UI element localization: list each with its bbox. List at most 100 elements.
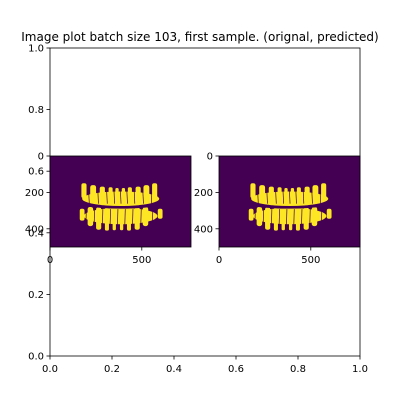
- lower-tooth: [104, 207, 109, 231]
- predicted-image-frame: [218, 155, 361, 248]
- lower-tooth: [87, 206, 94, 227]
- lower-tooth-gap: [262, 209, 264, 228]
- x-tick-label: 0.8: [290, 364, 306, 375]
- lower-tooth-gap: [151, 209, 154, 228]
- y-tick-label: 0.6: [28, 167, 44, 178]
- chart-title: Image plot batch size 103, first sample.…: [21, 30, 378, 44]
- image-y-tick-label: 200: [25, 188, 44, 199]
- lower-tooth: [157, 208, 163, 219]
- upper-tooth: [259, 185, 266, 203]
- image-y-tick-label: 0: [38, 152, 44, 163]
- lower-tooth-gap: [132, 209, 134, 228]
- lower-tooth: [273, 207, 278, 231]
- lower-tooth: [326, 208, 332, 219]
- predicted-image-panel: 0 500 0 200 400: [194, 152, 361, 267]
- lower-tooth-gap: [93, 209, 95, 228]
- image-x-tick-label: 0: [216, 255, 222, 266]
- y-tick-label: 0.8: [28, 105, 44, 116]
- x-tick-label: 0.4: [166, 364, 182, 375]
- lower-tooth: [112, 208, 116, 231]
- upper-tooth-gap: [106, 188, 108, 204]
- upper-tooth-gap: [282, 188, 284, 204]
- upper-tooth: [268, 186, 274, 206]
- upper-tooth-gap: [257, 188, 259, 204]
- lower-tooth-gap: [320, 209, 323, 228]
- y-tick-label: 0.0: [28, 352, 44, 363]
- lower-tooth: [311, 206, 318, 227]
- occlusal-gap: [250, 204, 330, 209]
- image-y-tick-label: 400: [25, 224, 44, 235]
- original-image-axis-ticks: 0 500 0 200 400: [25, 152, 151, 267]
- lower-tooth-gap: [278, 209, 280, 228]
- lower-tooth-gap: [293, 209, 295, 228]
- y-tick-label: 1.0: [28, 44, 44, 55]
- upper-tooth-gap: [150, 188, 153, 204]
- lower-tooth: [288, 208, 293, 231]
- x-tick-label: 0.0: [42, 364, 58, 375]
- upper-tooth: [277, 187, 282, 205]
- lower-tooth: [265, 207, 271, 230]
- occlusal-gap: [81, 204, 161, 209]
- upper-tooth-gap: [302, 188, 305, 204]
- y-tick-label: 0.2: [28, 290, 44, 301]
- upper-tooth: [127, 187, 132, 205]
- x-tick-label: 0.6: [228, 364, 244, 375]
- lower-tooth: [79, 208, 85, 221]
- image-x-tick-label: 500: [132, 255, 151, 266]
- image-y-tick-label: 400: [194, 224, 213, 235]
- original-image-panel: 0 500 0 200 400: [25, 152, 192, 267]
- lower-tooth-gap: [109, 209, 111, 228]
- upper-tooth-gap: [126, 188, 128, 204]
- upper-tooth-gap: [97, 188, 99, 204]
- upper-tooth-gap: [288, 188, 291, 204]
- lower-tooth-gap: [117, 209, 119, 228]
- lower-tooth: [281, 208, 285, 231]
- upper-tooth-gap: [113, 188, 115, 204]
- image-y-tick-label: 200: [194, 188, 213, 199]
- upper-tooth: [81, 183, 87, 199]
- predicted-teeth-mask: [248, 183, 332, 231]
- predicted-image-axis-ticks: 0 500 0 200 400: [194, 152, 320, 267]
- lower-tooth-gap: [301, 209, 303, 228]
- upper-tooth-gap: [295, 188, 297, 204]
- upper-tooth-gap: [133, 188, 136, 204]
- lower-tooth: [303, 207, 309, 230]
- upper-tooth-gap: [319, 188, 322, 204]
- upper-tooth-gap: [266, 188, 268, 204]
- upper-tooth: [143, 185, 150, 203]
- lower-tooth-gap: [124, 209, 126, 228]
- upper-tooth-gap: [311, 188, 313, 204]
- upper-tooth-gap: [88, 188, 90, 204]
- lower-tooth: [295, 207, 300, 231]
- upper-tooth-gap: [142, 188, 144, 204]
- y-tick-label: 0.4: [28, 228, 44, 239]
- upper-tooth: [121, 188, 126, 204]
- lower-tooth-gap: [140, 209, 142, 228]
- upper-tooth: [284, 188, 288, 204]
- upper-tooth: [99, 186, 105, 206]
- lower-tooth-gap: [101, 209, 104, 228]
- original-image-frame: [49, 155, 192, 248]
- upper-tooth-gap: [275, 188, 277, 204]
- image-y-tick-label: 0: [207, 152, 213, 163]
- image-x-tick-label: 500: [301, 255, 320, 266]
- lower-tooth: [119, 208, 124, 231]
- upper-tooth: [290, 188, 295, 204]
- upper-tooth: [108, 187, 113, 205]
- lower-tooth: [256, 206, 263, 227]
- upper-tooth: [321, 183, 327, 199]
- upper-tooth-gap: [119, 188, 122, 204]
- lower-tooth: [134, 207, 140, 230]
- lower-tooth-gap: [270, 209, 273, 228]
- upper-tooth: [115, 188, 119, 204]
- x-tick-label: 1.0: [352, 364, 368, 375]
- upper-tooth: [152, 183, 158, 199]
- lower-tooth-gap: [254, 209, 256, 228]
- lower-tooth: [142, 206, 149, 227]
- lower-tooth: [96, 207, 102, 230]
- upper-tooth: [296, 187, 301, 205]
- upper-tooth: [304, 186, 310, 206]
- original-teeth-mask: [79, 183, 163, 231]
- upper-tooth: [90, 185, 97, 203]
